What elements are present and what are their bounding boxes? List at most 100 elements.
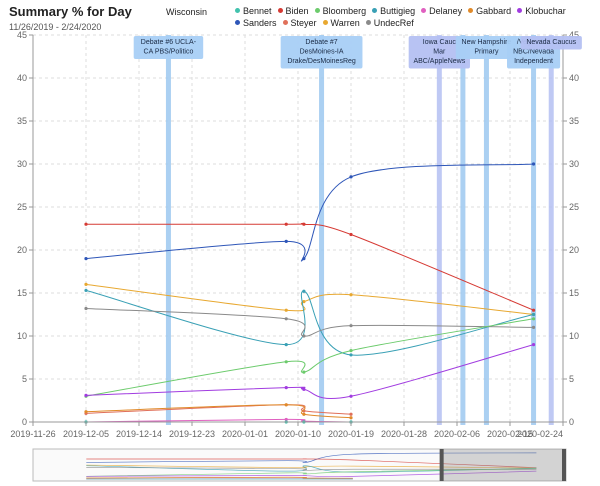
data-point[interactable] <box>84 306 88 311</box>
x-tick-label: 2019-11-26 <box>10 429 55 439</box>
x-tick-label: 2020-01-10 <box>275 429 321 439</box>
data-point[interactable] <box>302 300 306 304</box>
navigator-handle-left[interactable] <box>439 449 444 481</box>
y-tick-label-left: 5 <box>22 374 27 384</box>
data-point[interactable] <box>84 282 88 286</box>
data-point[interactable] <box>531 312 536 317</box>
data-point[interactable] <box>349 293 353 297</box>
legend-label: Sanders <box>243 18 277 28</box>
navigator-selection[interactable] <box>441 449 566 481</box>
data-point[interactable] <box>302 370 306 374</box>
legend-label: Klobuchar <box>525 6 566 16</box>
navigator-series-warren <box>86 464 537 469</box>
data-point[interactable] <box>302 257 306 261</box>
data-point[interactable] <box>284 222 288 226</box>
event-band <box>548 35 554 425</box>
data-point[interactable] <box>531 308 536 312</box>
x-tick-label: 2019-12-05 <box>63 429 109 439</box>
data-point[interactable] <box>349 324 353 328</box>
data-point[interactable] <box>84 410 88 414</box>
data-point[interactable] <box>284 239 288 243</box>
data-point[interactable] <box>531 317 536 321</box>
legend-label: Steyer <box>290 18 317 28</box>
data-point[interactable] <box>349 412 353 416</box>
legend-item-sanders[interactable]: Sanders <box>235 17 277 29</box>
event-annotation-text: CA PBS/Politico <box>144 49 194 56</box>
event-annotation-box <box>520 36 582 50</box>
data-point[interactable] <box>84 222 88 226</box>
data-point[interactable] <box>284 386 288 390</box>
legend-dot-icon <box>468 8 474 13</box>
event-annotation[interactable]: Nevada Caucus <box>520 36 582 50</box>
data-point[interactable] <box>302 334 306 338</box>
event-annotation-text: Independent <box>514 58 553 65</box>
y-tick-label-left: 20 <box>17 245 27 255</box>
data-point[interactable] <box>349 349 353 353</box>
event-annotation[interactable]: Iowa Cauc Mar ABC/AppleNews <box>408 36 470 69</box>
data-point[interactable] <box>349 353 353 357</box>
legend-item-bloomberg[interactable]: Bloomberg <box>314 5 366 17</box>
x-tick-label: 2020-01-28 <box>381 429 427 439</box>
legend-item-klobuchar[interactable]: Klobuchar <box>517 5 566 17</box>
data-point[interactable] <box>284 343 288 347</box>
y-tick-label-right: 25 <box>569 202 579 212</box>
range-navigator[interactable] <box>32 448 567 482</box>
event-annotation[interactable]: Debate #7 DesMoines-IA Drake/DesMoinesReg <box>280 36 363 69</box>
data-point[interactable] <box>284 308 288 312</box>
x-tick-label: 2019-12-23 <box>169 429 215 439</box>
legend-item-buttigieg[interactable]: Buttigieg <box>372 5 415 17</box>
data-point[interactable] <box>302 289 306 293</box>
data-point[interactable] <box>531 343 536 347</box>
data-point[interactable] <box>349 175 353 179</box>
event-annotation-box <box>133 36 204 59</box>
event-annotation-text: Primary <box>474 49 499 56</box>
legend-item-steyer[interactable]: Steyer <box>282 17 317 29</box>
x-tick-label: 2020-01-19 <box>328 429 374 439</box>
data-point[interactable] <box>531 325 536 329</box>
event-band <box>531 35 537 425</box>
legend-item-gabbard[interactable]: Gabbard <box>468 5 511 17</box>
y-tick-label-left: 0 <box>22 417 27 427</box>
legend-label: Gabbard <box>476 6 512 16</box>
data-point[interactable] <box>531 162 536 166</box>
x-tick-label: 2020-02-24 <box>517 429 563 439</box>
legend: Bennet Biden Bloomberg Buttigieg Delaney Gabb… <box>235 5 566 29</box>
y-tick-label-right: 20 <box>569 245 579 255</box>
legend-item-bennet[interactable]: Bennet <box>235 5 272 17</box>
data-point[interactable] <box>84 288 88 293</box>
event-annotation[interactable]: Debate #6 UCLA- CA PBS/Politico <box>133 36 204 59</box>
event-annotation-text: Iowa Cauc <box>423 39 457 46</box>
event-band <box>165 35 171 425</box>
event-annotation-text: NBC/Nevada <box>513 49 554 56</box>
event-annotation[interactable]: New Hampshire Primary <box>455 36 518 59</box>
series-sanders <box>84 162 536 262</box>
data-point[interactable] <box>284 360 288 364</box>
legend-item-biden[interactable]: Biden <box>277 5 309 17</box>
legend-item-warren[interactable]: Warren <box>322 17 360 29</box>
series-line <box>85 163 534 262</box>
navigator-series-buttigieg <box>86 465 537 473</box>
event-markers <box>165 35 554 425</box>
legend-dot-icon <box>322 20 328 25</box>
data-point[interactable] <box>302 222 306 226</box>
data-point[interactable] <box>302 387 306 391</box>
series-line <box>85 344 534 399</box>
data-point[interactable] <box>349 394 353 398</box>
data-point[interactable] <box>284 317 288 321</box>
navigator-handle-right[interactable] <box>562 449 566 481</box>
series-line <box>85 404 352 419</box>
legend-item-undecref[interactable]: UndecRef <box>365 17 414 29</box>
legend-label: Warren <box>330 18 360 28</box>
data-point[interactable] <box>302 412 306 416</box>
data-point[interactable] <box>84 393 88 397</box>
data-point[interactable] <box>284 403 288 407</box>
event-annotation-box <box>408 36 470 69</box>
legend-item-delaney[interactable]: Delaney <box>421 5 462 17</box>
data-point[interactable] <box>84 257 88 261</box>
series-delaney <box>84 417 353 424</box>
data-point[interactable] <box>284 417 288 422</box>
data-point[interactable] <box>349 232 353 237</box>
event-band <box>319 35 325 425</box>
data-point[interactable] <box>349 416 353 420</box>
series-line <box>85 318 534 397</box>
